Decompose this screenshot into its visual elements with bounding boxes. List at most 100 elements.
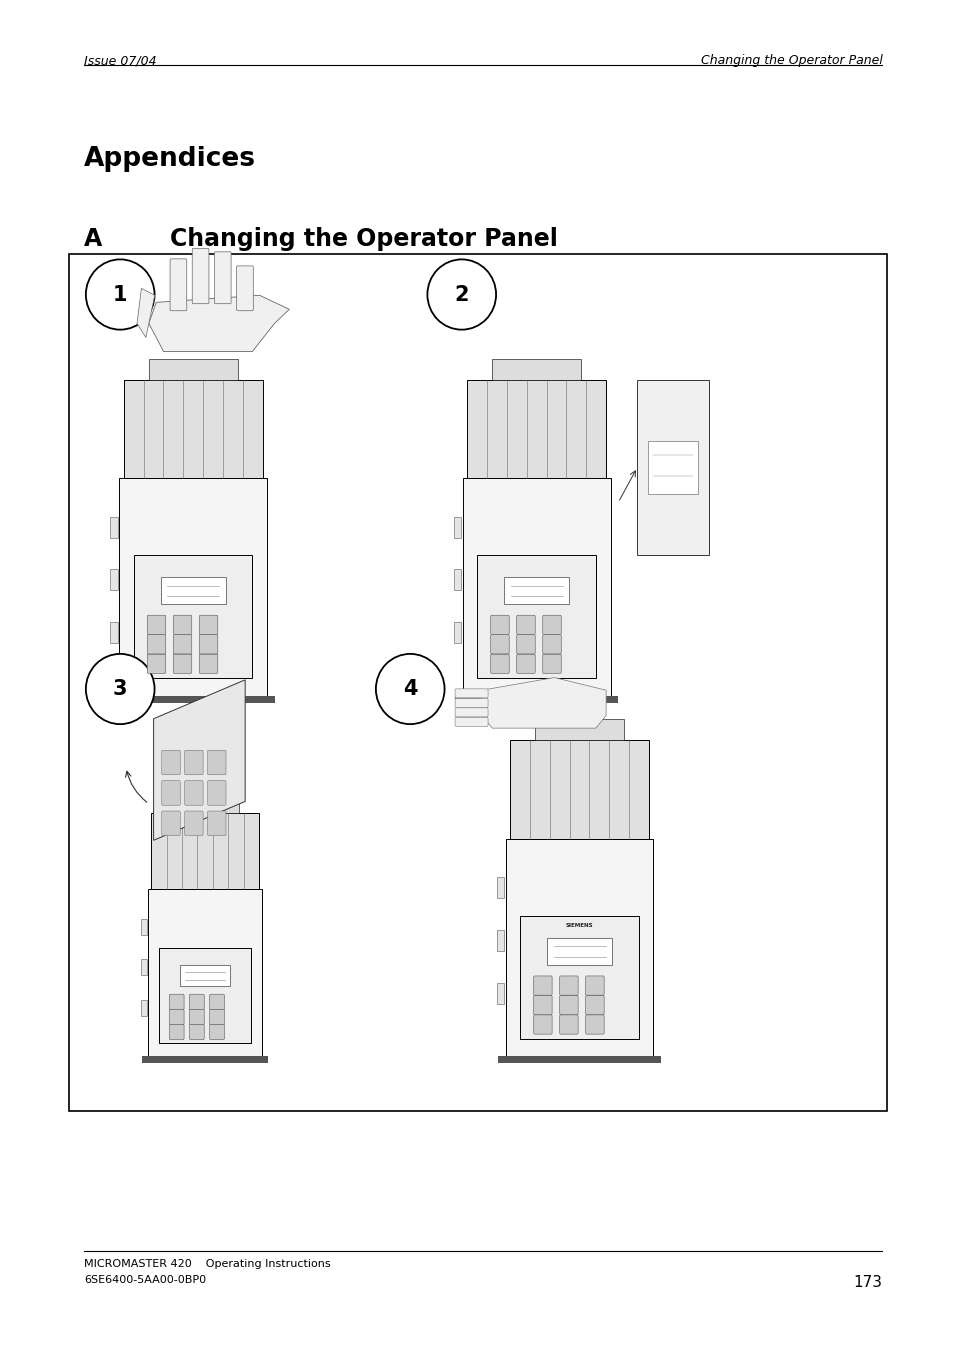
Text: 4: 4: [402, 680, 417, 698]
FancyBboxPatch shape: [455, 698, 488, 708]
FancyBboxPatch shape: [171, 797, 239, 813]
FancyBboxPatch shape: [462, 478, 610, 696]
FancyBboxPatch shape: [147, 635, 166, 654]
FancyBboxPatch shape: [159, 948, 251, 1043]
FancyBboxPatch shape: [490, 635, 509, 654]
Polygon shape: [455, 696, 618, 703]
Text: 3: 3: [112, 680, 128, 698]
FancyBboxPatch shape: [185, 811, 203, 835]
FancyBboxPatch shape: [190, 1009, 204, 1024]
FancyBboxPatch shape: [141, 1000, 147, 1016]
FancyBboxPatch shape: [170, 994, 184, 1009]
FancyBboxPatch shape: [173, 654, 192, 673]
FancyBboxPatch shape: [559, 1015, 578, 1034]
Polygon shape: [497, 1056, 660, 1063]
FancyBboxPatch shape: [170, 259, 187, 311]
FancyBboxPatch shape: [490, 615, 509, 635]
FancyBboxPatch shape: [119, 478, 267, 696]
FancyBboxPatch shape: [585, 1015, 603, 1034]
FancyBboxPatch shape: [585, 975, 603, 996]
FancyBboxPatch shape: [208, 811, 226, 835]
Text: 6SE6400-5AA00-0BP0: 6SE6400-5AA00-0BP0: [84, 1275, 206, 1285]
FancyBboxPatch shape: [210, 1024, 224, 1040]
FancyBboxPatch shape: [69, 254, 886, 1111]
FancyBboxPatch shape: [111, 516, 117, 538]
Ellipse shape: [375, 654, 444, 724]
Polygon shape: [142, 1056, 268, 1063]
FancyBboxPatch shape: [542, 654, 560, 673]
FancyBboxPatch shape: [173, 615, 192, 635]
Ellipse shape: [427, 259, 496, 330]
Polygon shape: [112, 696, 274, 703]
FancyBboxPatch shape: [160, 577, 226, 604]
FancyBboxPatch shape: [510, 740, 648, 839]
Text: 2: 2: [454, 285, 469, 304]
FancyBboxPatch shape: [147, 615, 166, 635]
FancyBboxPatch shape: [170, 1009, 184, 1024]
FancyBboxPatch shape: [517, 654, 535, 673]
Text: Appendices: Appendices: [84, 146, 255, 172]
FancyBboxPatch shape: [647, 440, 698, 494]
FancyBboxPatch shape: [208, 781, 226, 805]
FancyBboxPatch shape: [185, 781, 203, 805]
FancyBboxPatch shape: [455, 717, 488, 727]
FancyBboxPatch shape: [505, 839, 653, 1056]
FancyBboxPatch shape: [585, 996, 603, 1015]
FancyBboxPatch shape: [173, 635, 192, 654]
FancyBboxPatch shape: [111, 621, 117, 643]
Text: Changing the Operator Panel: Changing the Operator Panel: [700, 54, 882, 68]
FancyBboxPatch shape: [559, 975, 578, 996]
FancyBboxPatch shape: [517, 615, 535, 635]
FancyBboxPatch shape: [236, 266, 253, 311]
FancyBboxPatch shape: [133, 555, 252, 678]
Ellipse shape: [86, 654, 154, 724]
FancyBboxPatch shape: [170, 1024, 184, 1040]
FancyBboxPatch shape: [533, 975, 552, 996]
FancyBboxPatch shape: [454, 516, 460, 538]
FancyBboxPatch shape: [162, 811, 180, 835]
FancyBboxPatch shape: [208, 750, 226, 775]
FancyBboxPatch shape: [497, 877, 503, 898]
FancyBboxPatch shape: [637, 380, 708, 555]
Polygon shape: [149, 296, 289, 351]
FancyBboxPatch shape: [190, 994, 204, 1009]
FancyBboxPatch shape: [490, 654, 509, 673]
FancyBboxPatch shape: [492, 358, 580, 380]
Text: A: A: [84, 227, 102, 251]
Polygon shape: [137, 288, 154, 338]
FancyBboxPatch shape: [111, 569, 117, 590]
FancyBboxPatch shape: [210, 994, 224, 1009]
FancyBboxPatch shape: [535, 719, 623, 740]
Polygon shape: [153, 680, 245, 840]
FancyBboxPatch shape: [124, 380, 262, 478]
FancyBboxPatch shape: [559, 996, 578, 1015]
FancyBboxPatch shape: [199, 654, 217, 673]
FancyBboxPatch shape: [210, 1009, 224, 1024]
Text: MICROMASTER 420    Operating Instructions: MICROMASTER 420 Operating Instructions: [84, 1259, 331, 1269]
FancyBboxPatch shape: [497, 982, 503, 1004]
FancyBboxPatch shape: [148, 889, 262, 1056]
Ellipse shape: [86, 259, 154, 330]
FancyBboxPatch shape: [185, 750, 203, 775]
FancyBboxPatch shape: [542, 615, 560, 635]
FancyBboxPatch shape: [517, 635, 535, 654]
Text: Changing the Operator Panel: Changing the Operator Panel: [170, 227, 558, 251]
FancyBboxPatch shape: [497, 929, 503, 951]
FancyBboxPatch shape: [141, 959, 147, 975]
FancyBboxPatch shape: [467, 380, 605, 478]
FancyBboxPatch shape: [476, 555, 595, 678]
FancyBboxPatch shape: [546, 938, 612, 965]
Polygon shape: [481, 678, 605, 728]
FancyBboxPatch shape: [190, 1024, 204, 1040]
Text: Issue 07/04: Issue 07/04: [84, 54, 156, 68]
FancyBboxPatch shape: [199, 615, 217, 635]
FancyBboxPatch shape: [162, 781, 180, 805]
FancyBboxPatch shape: [199, 635, 217, 654]
FancyBboxPatch shape: [162, 750, 180, 775]
FancyBboxPatch shape: [520, 916, 638, 1039]
FancyBboxPatch shape: [503, 577, 569, 604]
FancyBboxPatch shape: [455, 708, 488, 717]
Text: 1: 1: [112, 285, 128, 304]
FancyBboxPatch shape: [455, 689, 488, 698]
FancyBboxPatch shape: [141, 919, 147, 935]
